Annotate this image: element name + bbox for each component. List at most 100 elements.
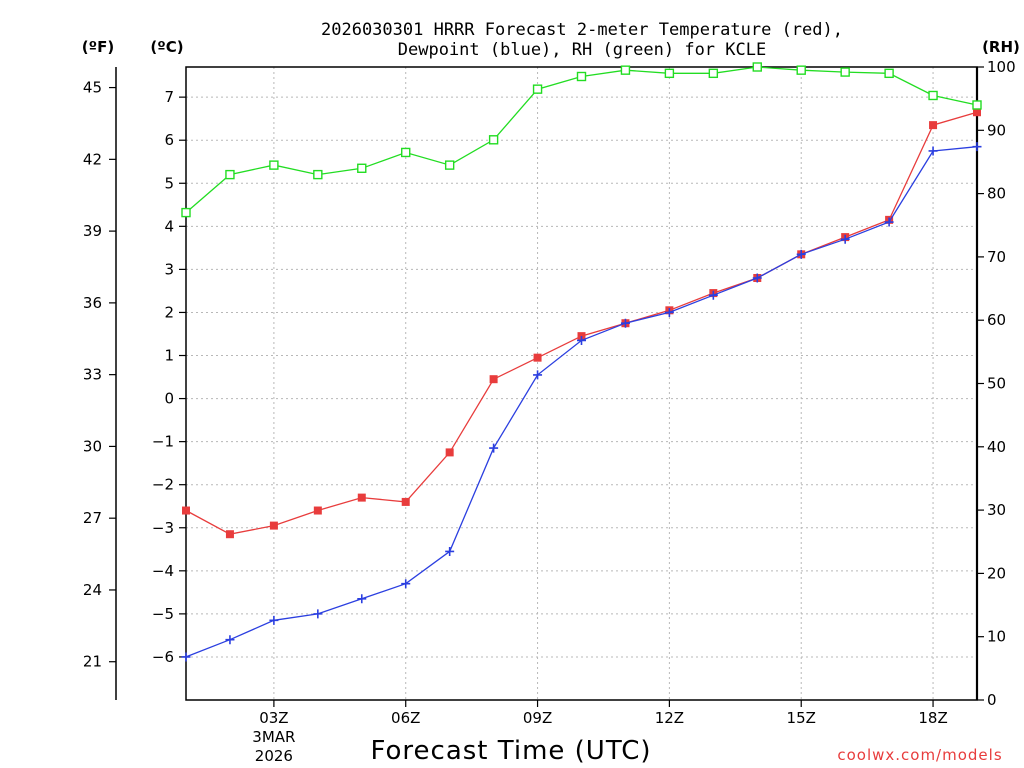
x-tick-label: 18Z <box>918 709 947 727</box>
temperature-point <box>489 375 498 384</box>
rh-point <box>576 71 587 82</box>
celsius-tick-label: −1 <box>152 433 174 451</box>
rh-tick-label: 40 <box>987 438 1006 456</box>
temperature-line <box>185 111 978 535</box>
dewpoint-point <box>796 249 806 259</box>
dewpoint-point <box>357 594 367 604</box>
rh-tick-label: 100 <box>987 58 1016 76</box>
temperature-point <box>929 121 938 130</box>
plot-frame <box>185 66 978 701</box>
dewpoint-point <box>620 318 630 328</box>
dewpoint-point <box>752 273 762 283</box>
dewpoint-point <box>928 146 938 156</box>
rh-tick-label: 90 <box>987 121 1006 139</box>
celsius-tick-label: −5 <box>152 605 174 623</box>
temperature-point <box>973 108 981 117</box>
dewpoint-line <box>185 146 978 658</box>
rh-tick-label: 70 <box>987 248 1006 266</box>
rh-point <box>884 68 894 79</box>
dewpoint-point <box>269 615 279 625</box>
celsius-unit-label: (ºC) <box>150 38 183 56</box>
celsius-tick-label: 6 <box>164 131 174 149</box>
celsius-tick-label: 5 <box>164 174 174 192</box>
dewpoint-point <box>577 335 586 345</box>
fahrenheit-tick-label: 42 <box>83 150 102 168</box>
celsius-tick-label: 2 <box>164 303 174 321</box>
rh-point <box>752 62 762 72</box>
rh-tick-label: 10 <box>987 628 1006 646</box>
celsius-tick-label: −4 <box>152 562 174 580</box>
source-credit: coolwx.com/models <box>837 746 1002 764</box>
dewpoint-point <box>225 635 235 645</box>
dewpoint-point <box>181 652 191 662</box>
rh-point <box>181 207 191 218</box>
dewpoint-point <box>489 443 499 453</box>
rh-tick-label: 0 <box>987 691 997 709</box>
dewpoint-point <box>313 609 323 619</box>
rh-point <box>664 68 675 79</box>
celsius-tick-label: −3 <box>152 519 174 537</box>
temperature-point <box>225 530 234 539</box>
rh-point <box>796 65 806 75</box>
dewpoint-point <box>840 234 850 244</box>
rh-tick-label: 60 <box>987 311 1006 329</box>
dewpoint-point <box>401 579 411 589</box>
x-tick-label: 09Z <box>523 709 552 727</box>
celsius-tick-label: 0 <box>164 390 174 408</box>
dewpoint-point <box>972 142 982 152</box>
celsius-tick-label: 1 <box>164 347 174 365</box>
rh-point <box>928 90 938 101</box>
rh-point <box>488 135 499 145</box>
x-tick-label: 06Z <box>391 709 420 727</box>
fahrenheit-tick-label: 21 <box>83 653 102 671</box>
rh-point <box>401 147 411 158</box>
fahrenheit-unit-label: (ºF) <box>82 38 114 56</box>
dewpoint-point <box>708 290 718 300</box>
x-tick-label: 15Z <box>787 709 816 727</box>
rh-point <box>357 163 367 173</box>
rh-point <box>313 169 323 180</box>
fahrenheit-tick-label: 45 <box>83 79 102 97</box>
rh-point <box>840 67 850 77</box>
temperature-point <box>445 448 454 457</box>
rh-tick-label: 50 <box>987 375 1006 393</box>
rh-point <box>620 65 631 75</box>
fahrenheit-tick-label: 39 <box>83 222 102 240</box>
grid-lines <box>186 67 977 700</box>
axes: −6−5−4−3−2−10123456721242730333639424501… <box>83 58 1016 765</box>
data-series <box>181 62 982 662</box>
x-axis-title: Forecast Time (UTC) <box>370 736 651 766</box>
dewpoint-point <box>533 370 543 380</box>
rh-point <box>708 68 719 79</box>
fahrenheit-tick-label: 24 <box>83 581 102 599</box>
temperature-point <box>533 353 542 362</box>
celsius-tick-label: 4 <box>164 217 174 235</box>
celsius-tick-label: 3 <box>164 260 174 278</box>
dewpoint-point <box>445 546 455 556</box>
x-date-label: 3MAR <box>252 728 295 746</box>
rh-tick-label: 20 <box>987 564 1006 582</box>
dewpoint-point <box>664 307 674 317</box>
rh-tick-label: 80 <box>987 185 1006 203</box>
rh-unit-label: (RH) <box>982 38 1020 56</box>
rh-point <box>972 100 982 110</box>
chart-title-line2: Dewpoint (blue), RH (green) for KCLE <box>398 40 766 60</box>
rh-point <box>225 169 235 180</box>
temperature-point <box>182 506 190 515</box>
temperature-point <box>401 497 410 506</box>
celsius-tick-label: 7 <box>164 88 174 106</box>
temperature-point <box>357 493 366 502</box>
fahrenheit-tick-label: 27 <box>83 509 102 527</box>
rh-tick-label: 30 <box>987 501 1006 519</box>
x-year-label: 2026 <box>255 747 293 765</box>
dewpoint-point <box>884 217 894 227</box>
fahrenheit-tick-label: 30 <box>83 437 102 455</box>
rh-point <box>269 160 279 170</box>
celsius-tick-label: −2 <box>152 476 174 494</box>
fahrenheit-tick-label: 33 <box>83 366 102 384</box>
temperature-point <box>313 506 322 515</box>
temperature-point <box>269 521 278 530</box>
rh-point <box>444 160 455 170</box>
chart-title-line1: 2026030301 HRRR Forecast 2-meter Tempera… <box>321 20 843 40</box>
